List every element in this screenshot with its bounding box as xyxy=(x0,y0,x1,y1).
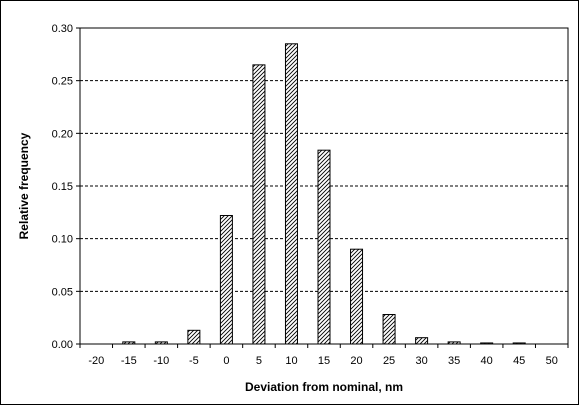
x-tick-label: 15 xyxy=(318,355,330,367)
bar xyxy=(382,314,396,345)
y-tick-label: 0.25 xyxy=(52,76,73,88)
y-axis-ticks: 0.00 0.05 0.10 0.15 0.20 0.25 0.30 xyxy=(52,23,80,351)
x-axis-ticks: -20 -15 -10 -5 0 5 10 15 20 25 30 35 40 45 50 xyxy=(79,344,569,367)
bar xyxy=(447,341,461,345)
bar xyxy=(284,43,298,345)
y-axis-title: Relative frequency xyxy=(17,132,31,239)
y-tick-label: 0.30 xyxy=(52,23,73,35)
bar xyxy=(154,341,168,345)
gridlines xyxy=(80,80,568,292)
x-tick-label: 20 xyxy=(350,355,362,367)
x-tick-label: 5 xyxy=(256,355,262,367)
y-tick-label: 0.10 xyxy=(52,234,73,246)
x-axis-title: Deviation from nominal, nm xyxy=(245,380,403,394)
x-tick-label: 30 xyxy=(415,355,427,367)
bar xyxy=(480,342,494,345)
y-tick-label: 0.05 xyxy=(52,286,73,298)
bars xyxy=(122,43,526,345)
x-tick-label: -5 xyxy=(189,355,199,367)
x-tick-label: -20 xyxy=(88,355,104,367)
y-tick-label: 0.00 xyxy=(52,339,73,351)
x-tick-label: 25 xyxy=(383,355,395,367)
x-tick-label: -10 xyxy=(153,355,169,367)
bar xyxy=(512,342,526,345)
x-tick-label: 45 xyxy=(513,355,525,367)
x-tick-label: 35 xyxy=(448,355,460,367)
bar xyxy=(252,64,266,345)
y-tick-label: 0.20 xyxy=(52,128,73,140)
y-tick-label: 0.15 xyxy=(52,181,73,193)
bar xyxy=(187,329,201,345)
bar xyxy=(317,149,331,345)
x-tick-label: 50 xyxy=(546,355,558,367)
x-tick-label: 0 xyxy=(223,355,229,367)
bar xyxy=(122,341,136,345)
bar xyxy=(219,214,233,345)
x-tick-label: 10 xyxy=(285,355,297,367)
x-tick-label: 40 xyxy=(481,355,493,367)
bar xyxy=(350,248,364,345)
x-tick-label: -15 xyxy=(121,355,137,367)
bar xyxy=(415,337,429,345)
